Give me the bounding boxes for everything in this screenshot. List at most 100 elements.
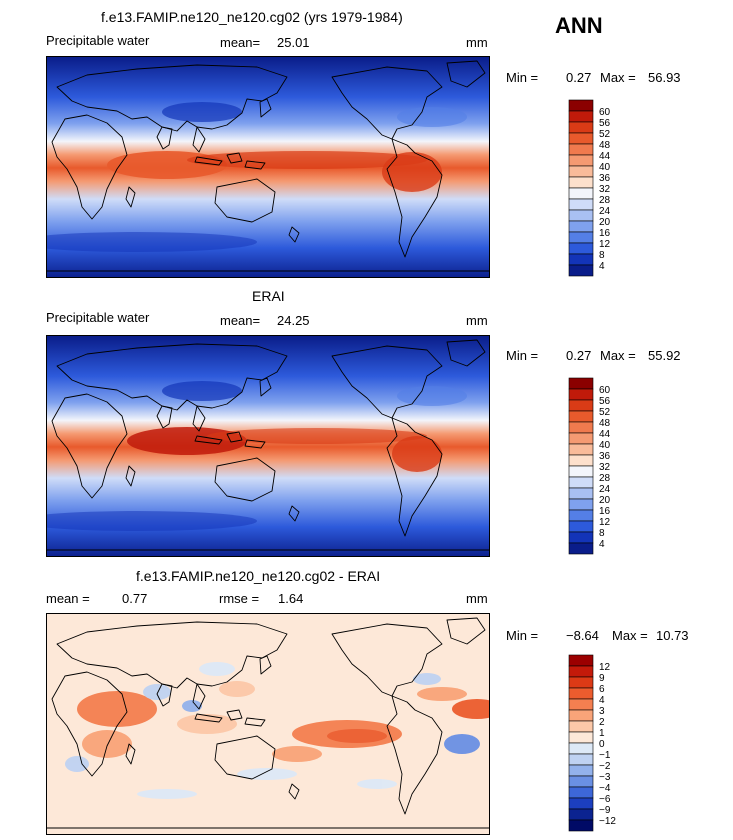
colorbar-swatch <box>568 487 594 500</box>
colorbar-label: 52 <box>599 129 611 140</box>
colorbar-swatch <box>568 797 594 810</box>
colorbar-swatch <box>568 465 594 478</box>
colorbar-label: 56 <box>599 396 611 407</box>
panel2-unit: mm <box>466 313 488 328</box>
panel2-max-value: 55.92 <box>648 348 681 363</box>
colorbar-swatch <box>568 476 594 489</box>
panel1-colorbar: 60 56 52 48 44 40 36 32 28 24 20 16 12 8 4 <box>568 99 629 277</box>
colorbar-swatch <box>568 110 594 123</box>
panel2-title: ERAI <box>252 288 285 304</box>
colorbar-label: 12 <box>599 239 611 250</box>
colorbar-label: −9 <box>599 805 611 816</box>
panel1-mean-value: 25.01 <box>277 35 310 50</box>
panel2-min-label: Min = <box>506 348 539 363</box>
colorbar-label: 40 <box>599 162 611 173</box>
colorbar-label: 0 <box>599 739 605 750</box>
panel2-mean-value: 24.25 <box>277 313 310 328</box>
colorbar-label: 44 <box>599 151 611 162</box>
panel2-colorbar: 60 56 52 48 44 40 36 32 28 24 20 16 12 8 4 <box>568 377 629 555</box>
colorbar-swatch <box>568 132 594 145</box>
colorbar-swatch <box>568 231 594 244</box>
colorbar-label: 1 <box>599 728 605 739</box>
colorbar-label: −2 <box>599 761 611 772</box>
panel2-variable-label: Precipitable water <box>46 310 150 325</box>
colorbar-swatch <box>568 676 594 689</box>
colorbar-swatch <box>568 786 594 799</box>
colorbar-label: 36 <box>599 173 611 184</box>
colorbar-swatch <box>568 509 594 522</box>
colorbar-swatch <box>568 764 594 777</box>
colorbar-label: 8 <box>599 250 605 261</box>
colorbar-swatch <box>568 542 594 555</box>
panel3-max-value: 10.73 <box>656 628 689 643</box>
colorbar-swatch <box>568 253 594 266</box>
colorbar-swatch <box>568 775 594 788</box>
colorbar-swatch <box>568 698 594 711</box>
colorbar-label: −1 <box>599 750 611 761</box>
season-label: ANN <box>555 13 603 38</box>
panel2-mean-label: mean= <box>220 313 261 328</box>
colorbar-label: 12 <box>599 517 611 528</box>
panel3-unit: mm <box>466 591 488 606</box>
panel3-rmse-label: rmse = <box>219 591 260 606</box>
colorbar-label: 40 <box>599 440 611 451</box>
colorbar-label: 24 <box>599 206 611 217</box>
panel1-max-label: Max = <box>600 70 636 85</box>
panel1-mean-label: mean= <box>220 35 261 50</box>
colorbar-swatch <box>568 421 594 434</box>
colorbar-swatch <box>568 654 594 667</box>
colorbar-label: 6 <box>599 684 605 695</box>
panel1-max-value: 56.93 <box>648 70 681 85</box>
colorbar-label: −6 <box>599 794 611 805</box>
panel2-max-label: Max = <box>600 348 636 363</box>
colorbar-label: 2 <box>599 717 605 728</box>
panel1-map <box>46 56 490 278</box>
colorbar-label: 9 <box>599 673 605 684</box>
panel3-mean-value: 0.77 <box>122 591 148 606</box>
colorbar-label: 16 <box>599 228 611 239</box>
panel3-min-value: −8.64 <box>566 628 599 643</box>
colorbar-swatch <box>568 242 594 255</box>
colorbar-swatch <box>568 198 594 211</box>
colorbar-label: 12 <box>599 662 611 673</box>
colorbar-swatch <box>568 209 594 222</box>
colorbar-label: −4 <box>599 783 611 794</box>
colorbar-swatch <box>568 165 594 178</box>
colorbar-label: −12 <box>599 816 616 827</box>
colorbar-swatch <box>568 808 594 821</box>
panel1-min-label: Min = <box>506 70 539 85</box>
colorbar-label: 32 <box>599 184 611 195</box>
colorbar-label: −3 <box>599 772 611 783</box>
colorbar-label: 44 <box>599 429 611 440</box>
colorbar-swatch <box>568 819 594 832</box>
colorbar-swatch <box>568 665 594 678</box>
colorbar-label: 48 <box>599 418 611 429</box>
colorbar-swatch <box>568 176 594 189</box>
colorbar-label: 56 <box>599 118 611 129</box>
colorbar-swatch <box>568 454 594 467</box>
colorbar-swatch <box>568 410 594 423</box>
panel1-title: f.e13.FAMIP.ne120_ne120.cg02 (yrs 1979-1… <box>101 9 403 25</box>
colorbar-swatch <box>568 388 594 401</box>
colorbar-label: 3 <box>599 706 605 717</box>
panel3-title: f.e13.FAMIP.ne120_ne120.cg02 - ERAI <box>136 568 381 584</box>
colorbar-swatch <box>568 187 594 200</box>
colorbar-swatch <box>568 498 594 511</box>
colorbar-swatch <box>568 220 594 233</box>
colorbar-swatch <box>568 399 594 412</box>
colorbar-swatch <box>568 377 594 390</box>
colorbar-swatch <box>568 687 594 700</box>
panel3-rmse-value: 1.64 <box>278 591 304 606</box>
colorbar-label: 28 <box>599 473 611 484</box>
colorbar-swatch <box>568 731 594 744</box>
colorbar-swatch <box>568 99 594 112</box>
colorbar-label: 60 <box>599 385 611 396</box>
colorbar-label: 48 <box>599 140 611 151</box>
panel3-map <box>46 613 490 835</box>
colorbar-label: 28 <box>599 195 611 206</box>
panel3-min-label: Min = <box>506 628 539 643</box>
colorbar-label: 36 <box>599 451 611 462</box>
colorbar-label: 8 <box>599 528 605 539</box>
colorbar-swatch <box>568 432 594 445</box>
colorbar-label: 4 <box>599 261 605 272</box>
